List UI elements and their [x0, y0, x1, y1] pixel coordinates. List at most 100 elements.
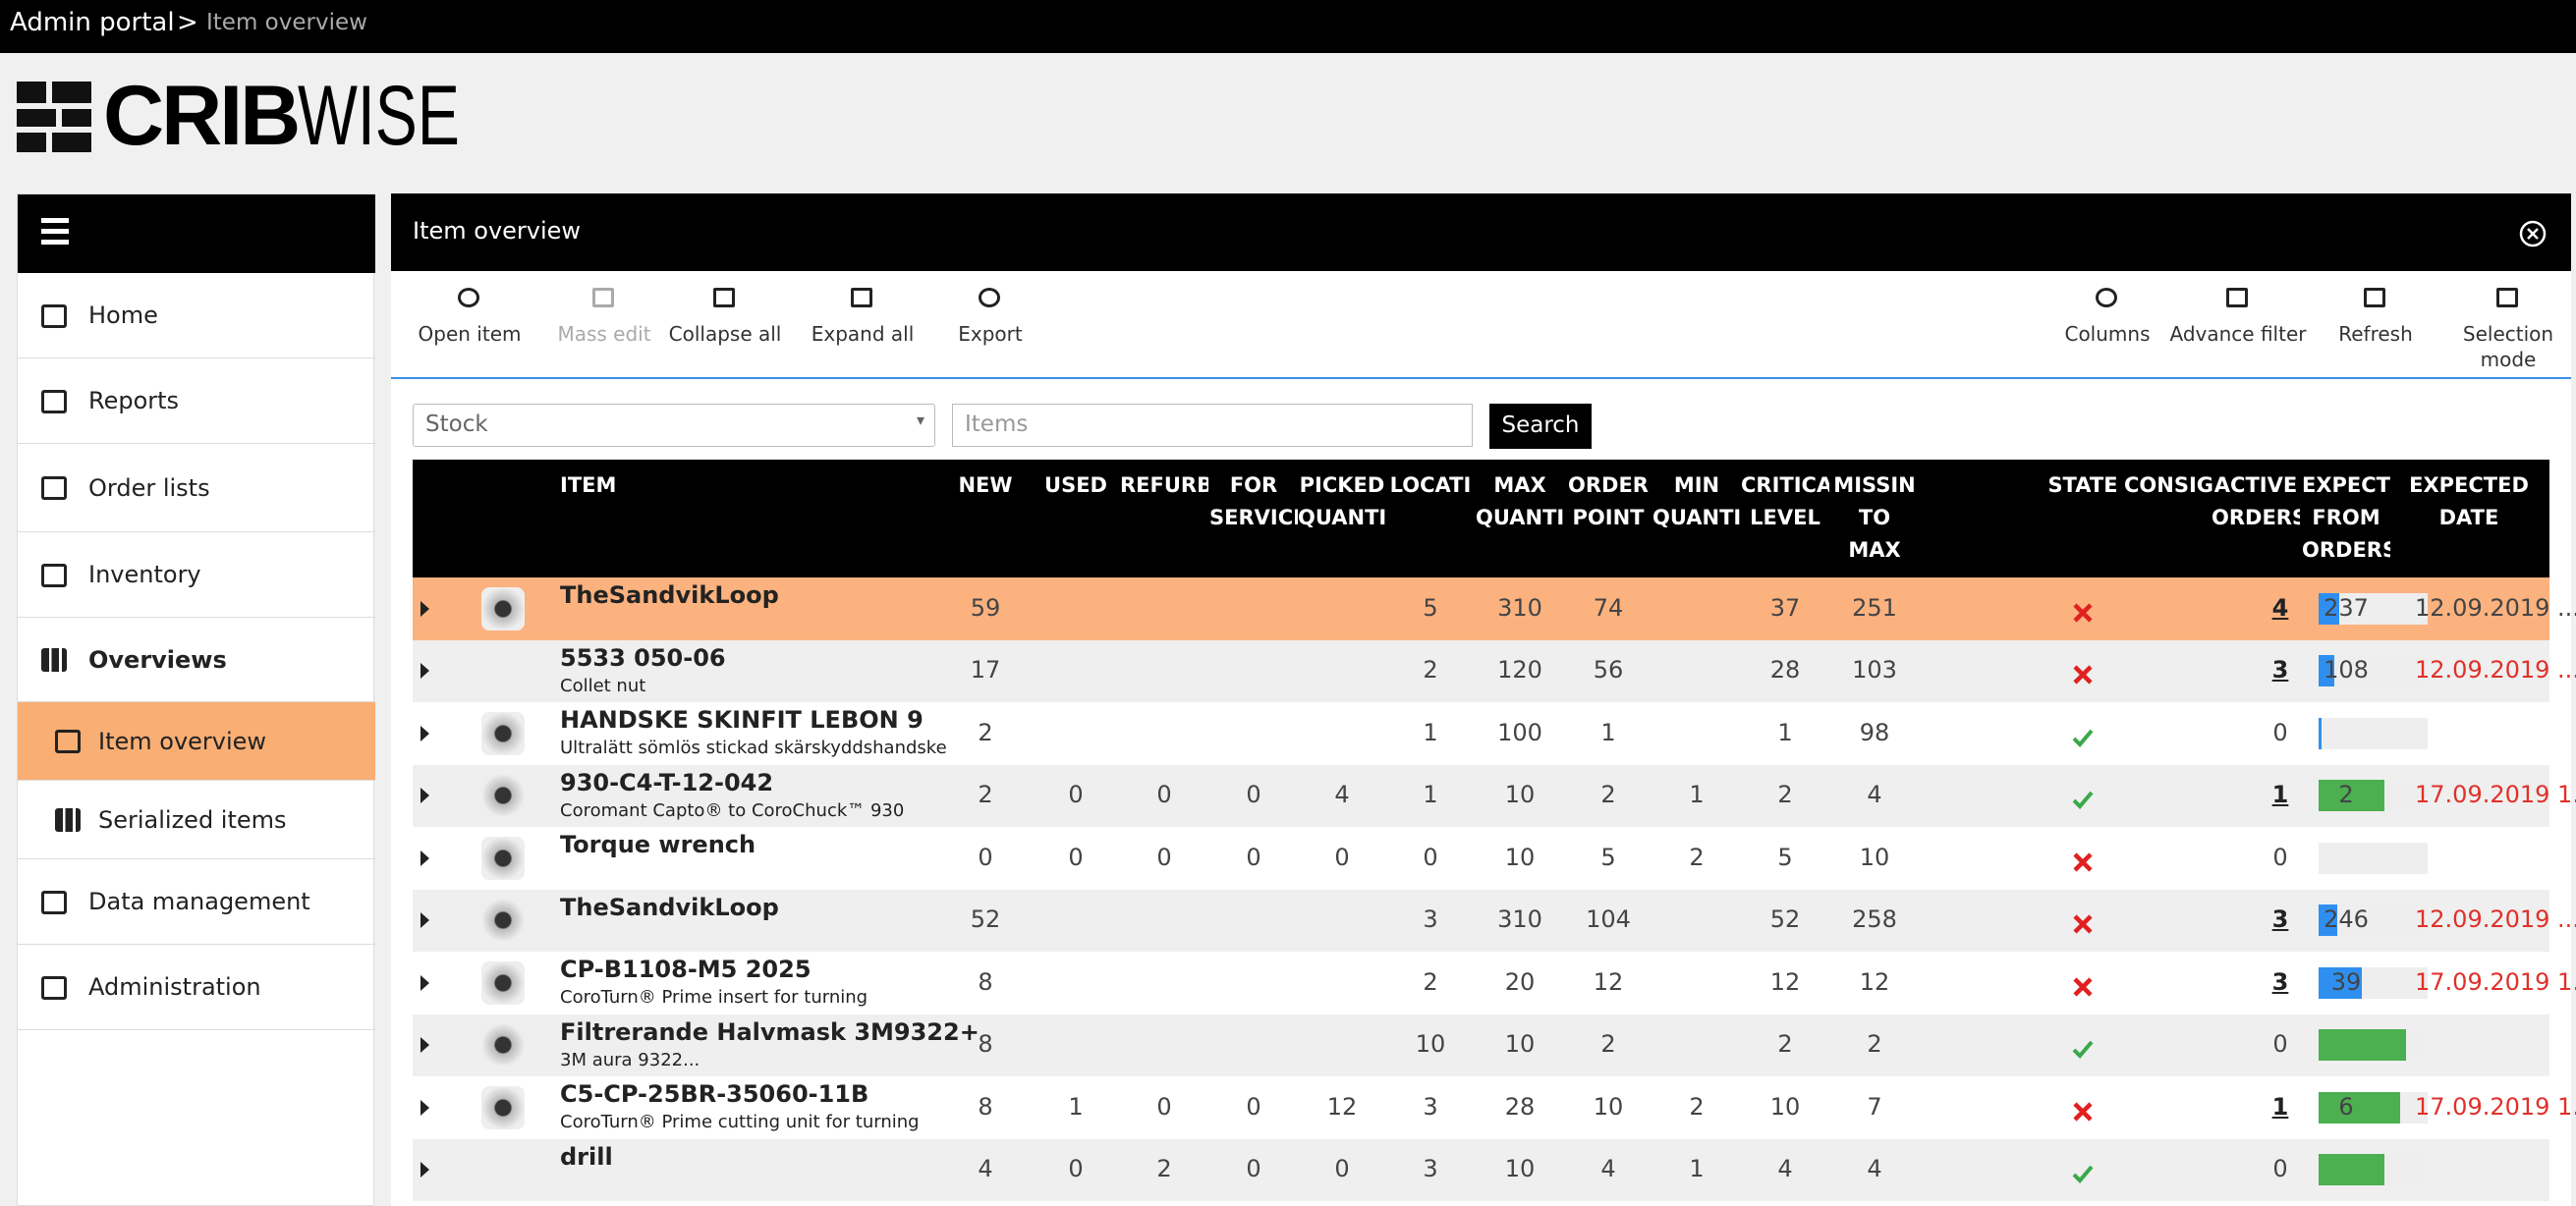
expand-arrow[interactable]: [420, 788, 429, 804]
active-orders[interactable]: 4: [2271, 593, 2289, 622]
column-header: MISSIN: [1833, 473, 1916, 497]
column-header: CRITICA: [1741, 473, 1829, 497]
cell-value: 0: [1334, 1155, 1350, 1183]
cell-value: 59: [970, 593, 1001, 622]
column-header: TO: [1858, 506, 1891, 529]
item-thumbnail: [481, 836, 525, 880]
expand-arrow[interactable]: [420, 912, 429, 929]
nav-item[interactable]: Home: [18, 273, 375, 358]
nav-item[interactable]: Overviews: [18, 618, 375, 702]
column-header: CONSIG: [2124, 473, 2212, 497]
column-header: QUANTI: [1476, 506, 1564, 529]
column-header: ORDERS: [2302, 538, 2390, 562]
toolbar-icon: [851, 288, 872, 307]
cell-value: 74: [1593, 593, 1624, 622]
breadcrumb-root[interactable]: Admin portal: [10, 8, 175, 37]
stock-bar: [2319, 842, 2428, 874]
table-row[interactable]: 5533 050-06 Collet nut 17 2 120 56 28 103 3 108 12…: [413, 639, 2576, 702]
cell-value: 0: [1068, 843, 1084, 871]
nav-item[interactable]: Item overview: [18, 702, 375, 781]
stock-select[interactable]: Stock ▾: [413, 404, 935, 447]
table-row[interactable]: HANDSKE SKINFIT LEBON 9 Ultralätt sömlös …: [413, 702, 2549, 765]
close-button[interactable]: [2518, 219, 2548, 248]
cell-value: 1: [1689, 781, 1705, 809]
table-row[interactable]: CP-B1108-M5 2025 CoroTurn® Prime insert f…: [413, 952, 2576, 1014]
column-header: ITEM: [560, 473, 617, 497]
column-header: MAX: [1493, 473, 1546, 497]
expand-arrow[interactable]: [420, 725, 429, 741]
table-row[interactable]: drill 4 0 2 0 0 3 10 4 1 4 4 0: [413, 1138, 2549, 1201]
nav-item[interactable]: Serialized items: [18, 781, 375, 859]
nav-icon: [55, 808, 81, 832]
expand-arrow[interactable]: [420, 1099, 429, 1116]
nav-item[interactable]: Inventory: [18, 532, 375, 618]
cell-value: 1: [1068, 1092, 1084, 1121]
cell-value: 10: [1504, 1030, 1536, 1059]
item-thumbnail: [481, 586, 525, 630]
stock-bar: [2319, 966, 2428, 999]
item-description: Collet nut: [560, 675, 646, 696]
nav-item[interactable]: Reports: [18, 358, 375, 444]
nav-icon: [41, 303, 67, 328]
item-description: 3M aura 9322...: [560, 1049, 700, 1070]
stock-bar-fill: [2319, 717, 2322, 749]
stock-bar: [2319, 1154, 2428, 1186]
item-description: CoroTurn® Prime insert for turning: [560, 987, 868, 1008]
expected-from-orders: 2: [2338, 781, 2354, 809]
expected-from-orders: 6: [2338, 1092, 2354, 1121]
table-row[interactable]: TheSandvikLoop 59 5 310 74 37 251 4 237 12.09.201…: [413, 577, 2576, 640]
menu-toggle[interactable]: [18, 194, 375, 273]
expand-arrow[interactable]: [420, 974, 429, 991]
items-input[interactable]: Items: [952, 404, 1473, 447]
cell-value: 10: [1593, 1092, 1624, 1121]
panel-header: Item overview: [391, 193, 2571, 271]
active-orders[interactable]: 1: [2271, 1092, 2289, 1121]
cell-value: 2: [978, 781, 993, 809]
cell-value: 8: [978, 1092, 993, 1121]
table-row[interactable]: Torque wrench 0 0 0 0 0 0 10 5 2 5 10 0: [413, 827, 2549, 890]
nav-item[interactable]: Data management: [18, 859, 375, 945]
search-button[interactable]: Search: [1489, 404, 1592, 449]
expected-date: 12.09.2019 ...: [2415, 905, 2576, 934]
active-orders: 0: [2272, 718, 2288, 746]
active-orders[interactable]: 1: [2271, 781, 2289, 809]
cell-value: 0: [1246, 843, 1261, 871]
cell-value: 10: [1504, 1155, 1536, 1183]
stock-bar-fill: [2319, 1154, 2384, 1186]
active-orders[interactable]: 3: [2271, 905, 2289, 934]
state-icon: [2071, 663, 2095, 686]
cell-value: 7: [1867, 1092, 1882, 1121]
expand-arrow[interactable]: [420, 663, 429, 680]
nav-item[interactable]: Order lists: [18, 444, 375, 532]
toolbar-label: Open item: [418, 322, 522, 346]
cell-value: 17: [970, 656, 1001, 685]
breadcrumb-current: Item overview: [206, 10, 367, 35]
expand-arrow[interactable]: [420, 850, 429, 866]
cell-value: 0: [1068, 781, 1084, 809]
logo-bold: CRIB: [103, 68, 301, 163]
table-row[interactable]: 930-C4-T-12-042 Coromant Capto® to CoroCh…: [413, 764, 2576, 827]
expand-arrow[interactable]: [420, 600, 429, 617]
table-row[interactable]: Filtrerande Halvmask 3M9322+ 3M aura 9322…: [413, 1014, 2549, 1076]
cell-value: 1: [1600, 718, 1616, 746]
table-row[interactable]: C5-CP-25BR-35060-11B CoroTurn® Prime cutt…: [413, 1076, 2576, 1139]
table-row[interactable]: TheSandvikLoop 52 3 310 104 52 258 3 246 12.09.20…: [413, 889, 2576, 952]
expand-arrow[interactable]: [420, 1037, 429, 1054]
column-header: PICKED: [1299, 473, 1385, 497]
stock-bar-fill: [2319, 592, 2340, 625]
cell-value: 2: [1600, 781, 1616, 809]
cell-value: 103: [1852, 656, 1897, 685]
active-orders[interactable]: 3: [2271, 656, 2289, 685]
stock-bar: [2319, 592, 2428, 625]
state-icon: [2071, 850, 2095, 874]
active-orders[interactable]: 3: [2271, 967, 2289, 996]
expand-arrow[interactable]: [420, 1162, 429, 1179]
cell-value: 52: [1769, 905, 1801, 934]
cell-value: 310: [1497, 593, 1542, 622]
cell-value: 2: [1689, 1092, 1705, 1121]
cell-value: 10: [1415, 1030, 1446, 1059]
column-header: MAX: [1848, 538, 1901, 562]
column-header: QUANTI: [1652, 506, 1741, 529]
nav-item[interactable]: Administration: [18, 945, 375, 1030]
